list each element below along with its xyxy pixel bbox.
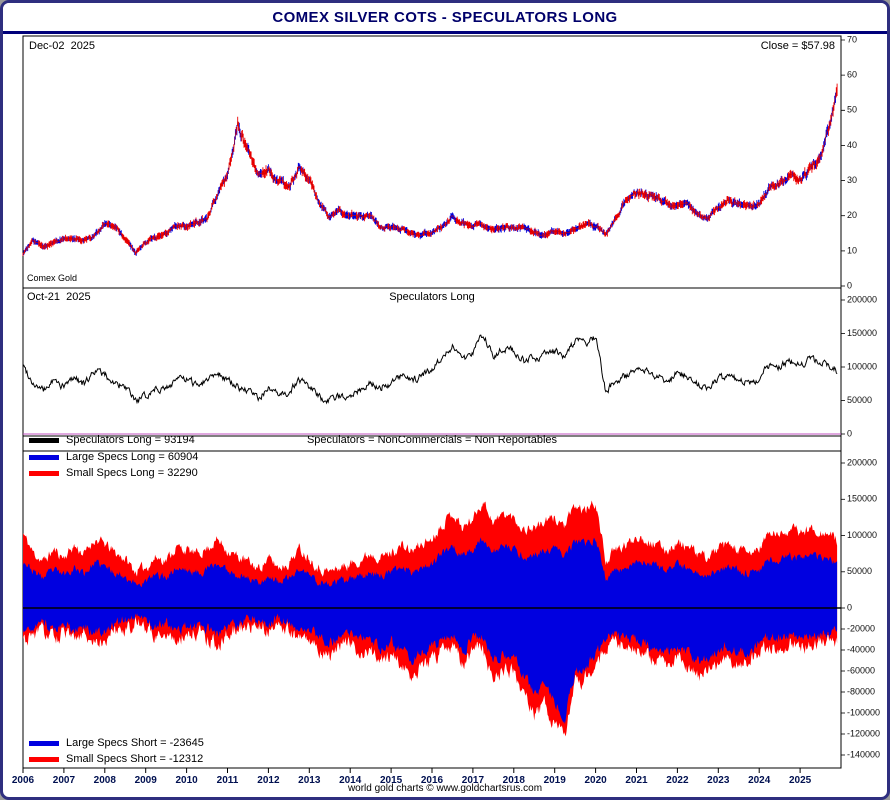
y-axis-tick-label: 60 <box>847 69 857 79</box>
x-axis-year-label: 2011 <box>217 775 239 786</box>
large-specs-long-area <box>23 537 838 608</box>
legend-large-specs-long-label: Large Specs Long = 60904 <box>66 451 199 463</box>
title-bar: COMEX SILVER COTS - SPECULATORS LONG <box>3 3 887 34</box>
x-axis-year-label: 2020 <box>584 775 607 786</box>
x-axis-year-label: 2008 <box>94 775 117 786</box>
y-axis-tick-label: -40000 <box>847 644 875 654</box>
y-axis-tick-label: -100000 <box>847 707 880 717</box>
x-axis-year-label: 2014 <box>339 775 362 786</box>
price-line <box>22 89 838 255</box>
y-axis-tick-label: 0 <box>847 280 852 290</box>
x-axis-year-label: 2021 <box>625 775 648 786</box>
small-specs-long-swatch <box>29 470 59 476</box>
x-axis-year-label: 2025 <box>789 775 812 786</box>
y-axis-tick-label: 100000 <box>847 361 877 371</box>
x-axis-year-label: 2022 <box>666 775 689 786</box>
price-date-label: Dec-02 2025 <box>29 40 96 52</box>
y-axis-tick-label: 70 <box>847 34 857 44</box>
spec-date-label: Oct-21 2025 <box>27 291 91 303</box>
x-axis-year-label: 2013 <box>298 775 321 786</box>
y-axis-tick-label: 100000 <box>847 530 877 540</box>
legend-small-specs-short: Small Specs Short = -12312 <box>29 753 203 765</box>
y-axis-tick-label: 10 <box>847 245 857 255</box>
speculators-long-line <box>22 334 838 405</box>
price-footnote: Comex Gold <box>27 273 78 283</box>
y-axis-tick-label: 200000 <box>847 294 877 304</box>
x-axis-year-label: 2012 <box>257 775 280 786</box>
legend-large-specs-short: Large Specs Short = -23645 <box>29 737 204 749</box>
y-axis-tick-label: 150000 <box>847 328 877 338</box>
legend-large-specs-short-label: Large Specs Short = -23645 <box>66 737 204 749</box>
speculators-long-swatch <box>29 437 59 443</box>
x-axis-year-label: 2024 <box>748 775 771 786</box>
y-axis-tick-label: 150000 <box>847 494 877 504</box>
chart-canvas: 0 10 20 30 40 50 60 70 0 50000 100000 150000 200000 0… <box>12 34 880 786</box>
page-title: COMEX SILVER COTS - SPECULATORS LONG <box>272 8 618 26</box>
legend-speculators-long: Speculators Long = 93194 <box>29 434 195 446</box>
price-close-label: Close = $57.98 <box>760 40 835 52</box>
y-axis-tick-label: 40 <box>847 140 857 150</box>
x-axis-year-label: 2010 <box>175 775 198 786</box>
y-axis-tick-label: -140000 <box>847 749 880 759</box>
large-specs-long-swatch <box>29 454 59 460</box>
large-specs-short-swatch <box>29 740 59 746</box>
legend-small-specs-short-label: Small Specs Short = -12312 <box>66 753 204 765</box>
x-axis-year-label: 2023 <box>707 775 730 786</box>
x-axis-year-label: 2017 <box>462 775 485 786</box>
y-axis-tick-label: -120000 <box>847 728 880 738</box>
y-axis-tick-label: 50000 <box>847 395 872 405</box>
copyright-footer: world gold charts © www.goldchartsrus.co… <box>347 783 543 794</box>
spec-panel-border <box>22 287 842 437</box>
y-axis-tick-label: -20000 <box>847 623 875 633</box>
legend-small-specs-long: Small Specs Long = 32290 <box>29 467 198 479</box>
y-axis-tick-label: 50 <box>847 105 857 115</box>
y-axis-tick-label: -80000 <box>847 686 875 696</box>
price-candles-blue <box>23 92 836 256</box>
legend-large-specs-long: Large Specs Long = 60904 <box>29 451 198 463</box>
x-axis-year-label: 2018 <box>503 775 526 786</box>
x-axis-year-label: 2015 <box>380 775 403 786</box>
legend-small-specs-long-label: Small Specs Long = 32290 <box>66 467 198 479</box>
x-axis-year-label: 2016 <box>421 775 444 786</box>
large-specs-short-area <box>23 608 838 725</box>
y-axis-tick-label: 20 <box>847 210 857 220</box>
price-panel-border <box>22 35 842 289</box>
legend-speculators-long-label: Speculators Long = 93194 <box>66 434 195 446</box>
x-axis-year-label: 2019 <box>544 775 567 786</box>
spec-panel-title: Speculators Long <box>389 291 475 303</box>
y-axis-tick-label: 200000 <box>847 457 877 467</box>
y-axis-tick-label: -60000 <box>847 665 875 675</box>
small-specs-short-swatch <box>29 756 59 762</box>
y-axis-tick-label: 0 <box>847 602 852 612</box>
y-axis-tick-label: 30 <box>847 175 857 185</box>
y-axis-tick-label: 50000 <box>847 566 872 576</box>
x-axis-year-label: 2009 <box>135 775 158 786</box>
x-axis-year-label: 2006 <box>12 775 35 786</box>
speculators-note: Speculators = NonCommercials = Non Repor… <box>306 434 558 446</box>
x-axis-year-label: 2007 <box>53 775 76 786</box>
y-axis-tick-label: 0 <box>847 428 852 438</box>
small-specs-short-area <box>23 608 838 737</box>
